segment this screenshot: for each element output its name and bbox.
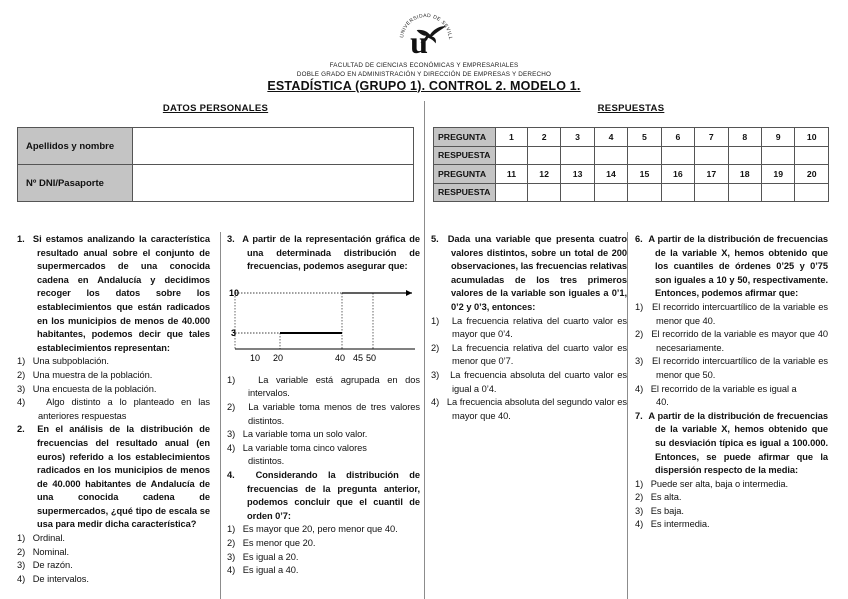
svg-text:40: 40	[335, 353, 345, 363]
svg-text:50: 50	[366, 353, 376, 363]
svg-text:20: 20	[273, 353, 283, 363]
svg-text:3: 3	[231, 328, 236, 338]
svg-text:10: 10	[229, 288, 239, 298]
svg-text:u: u	[410, 24, 428, 60]
svg-text:45: 45	[353, 353, 363, 363]
svg-text:10: 10	[250, 353, 260, 363]
